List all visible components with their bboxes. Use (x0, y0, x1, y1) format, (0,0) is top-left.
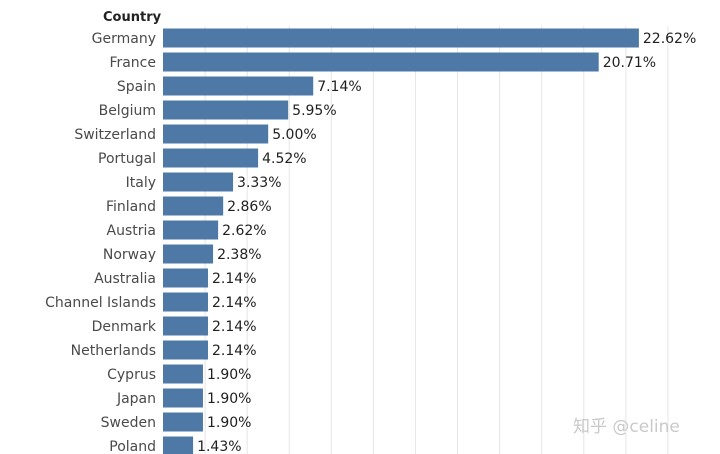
bar (163, 340, 209, 360)
bar (163, 76, 314, 96)
country-label: Poland (109, 439, 156, 454)
bar (163, 292, 209, 312)
value-label: 2.62% (222, 223, 266, 239)
value-label: 2.14% (212, 271, 256, 287)
country-label: Netherlands (71, 343, 156, 359)
value-label: 2.14% (212, 319, 256, 335)
country-label: Finland (106, 199, 156, 215)
country-label: Denmark (92, 319, 157, 335)
country-label: Cyprus (107, 367, 156, 383)
bar (163, 172, 234, 192)
country-label: Australia (94, 271, 156, 287)
country-label: Channel Islands (45, 295, 156, 311)
bar (163, 52, 599, 72)
country-label: Switzerland (74, 127, 156, 143)
bar (163, 436, 194, 454)
value-label: 2.38% (217, 247, 261, 263)
value-label: 5.95% (292, 103, 336, 119)
country-labels: Germany France Spain Belgium Switzerland Port… (45, 31, 157, 454)
country-label: Belgium (99, 103, 156, 119)
bar (163, 100, 289, 120)
country-label: Sweden (101, 415, 156, 431)
value-label: 22.62% (643, 31, 696, 47)
bar (163, 388, 203, 408)
value-label: 2.14% (212, 295, 256, 311)
bar (163, 316, 209, 336)
category-header: Country (103, 10, 162, 25)
country-label: Italy (126, 175, 156, 191)
country-label: Austria (107, 223, 156, 239)
country-label: Germany (92, 31, 156, 47)
country-label: Japan (116, 391, 156, 407)
country-label: Norway (103, 247, 156, 263)
country-label: Spain (117, 79, 156, 95)
country-label: France (109, 55, 156, 71)
value-label: 1.90% (207, 391, 251, 407)
value-label: 2.14% (212, 343, 256, 359)
bar (163, 220, 219, 240)
value-label: 3.33% (237, 175, 281, 191)
country-label: Portugal (98, 151, 156, 167)
bar (163, 412, 203, 432)
bar (163, 244, 214, 264)
bar (163, 28, 639, 48)
bar (163, 148, 259, 168)
value-label: 1.43% (197, 439, 241, 454)
value-label: 7.14% (317, 79, 361, 95)
value-label: 1.90% (207, 415, 251, 431)
value-label: 20.71% (603, 55, 656, 71)
value-label: 4.52% (262, 151, 306, 167)
value-label: 5.00% (272, 127, 316, 143)
bar (163, 268, 209, 288)
grid-lines (204, 26, 669, 454)
value-label: 1.90% (207, 367, 251, 383)
bar (163, 196, 224, 216)
bar (163, 124, 269, 144)
value-labels: 22.62% 20.71% 7.14% 5.95% 5.00% 4.52% 3.33% 2.8… (197, 31, 696, 454)
watermark-text: 知乎 @celine (573, 417, 680, 437)
bar (163, 364, 203, 384)
bars (163, 28, 639, 454)
value-label: 2.86% (227, 199, 271, 215)
